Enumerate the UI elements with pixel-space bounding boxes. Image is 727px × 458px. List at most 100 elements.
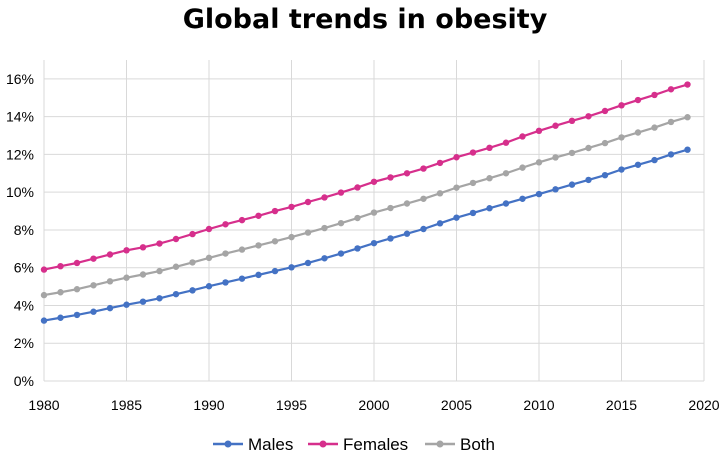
data-point-females [238,216,246,224]
data-point-females [106,251,114,258]
x-tick-label: 1985 [111,397,142,413]
grid [43,60,705,382]
data-point-females [535,127,543,135]
legend-marker-females [319,440,327,448]
data-point-females [73,259,81,267]
data-point-females [321,194,328,201]
legend-item-both: Both [425,435,495,454]
legend-label-males: Males [248,435,293,454]
x-tick-label: 2015 [606,397,637,413]
legend-item-males: Males [213,435,293,454]
data-point-males [436,220,444,227]
data-point-females [420,165,427,172]
data-point-males [684,146,691,153]
data-point-females [469,149,477,156]
data-point-both [189,259,196,266]
data-point-males [255,271,262,279]
data-point-both [634,129,642,136]
data-point-females [271,207,279,215]
y-tick-label: 10% [6,184,34,200]
data-point-males [453,214,460,221]
data-point-males [139,298,147,305]
data-point-males [403,230,411,237]
data-point-females [172,235,180,243]
data-point-females [486,144,493,152]
data-point-both [420,195,427,202]
x-tick-label: 2010 [523,397,554,413]
data-point-males [288,264,295,271]
data-point-males [73,311,81,319]
data-point-females [667,86,675,93]
data-point-both [667,118,675,126]
x-tick-label: 1990 [193,397,224,413]
data-point-males [304,259,312,267]
data-point-both [370,209,378,216]
y-tick-label: 0% [14,373,34,389]
data-point-males [40,317,48,324]
series-line-males [43,148,688,322]
y-tick-label: 12% [6,146,34,162]
data-point-females [40,266,48,273]
data-point-females [189,230,196,238]
data-point-both [684,114,691,121]
data-point-males [189,287,196,294]
data-point-males [420,225,427,233]
legend-item-females: Females [308,435,408,454]
data-point-females [90,255,97,262]
chart-title: Global trends in obesity [183,4,548,35]
data-point-both [403,200,411,207]
data-point-females [618,102,625,109]
data-point-both [238,246,246,253]
data-point-males [172,290,180,298]
data-point-females [57,262,64,270]
data-point-both [486,175,493,182]
data-point-males [601,171,609,179]
data-point-both [139,271,147,278]
data-point-both [585,144,592,152]
y-tick-label: 2% [14,335,34,351]
data-point-females [288,203,295,211]
data-point-males [205,283,213,290]
data-point-both [57,289,64,296]
data-point-females [601,107,609,115]
data-point-both [552,154,559,161]
x-tick-label: 2020 [688,397,719,413]
data-point-males [57,314,64,321]
data-point-females [403,170,411,177]
data-point-males [651,156,658,164]
data-point-females [651,91,658,99]
data-point-males [502,200,510,207]
y-tick-label: 16% [6,71,34,87]
data-point-both [337,219,345,227]
data-point-males [469,209,477,217]
series-line-both [43,116,688,297]
data-point-males [370,239,378,247]
data-point-both [156,267,163,275]
data-point-females [304,198,312,206]
y-tick-label: 8% [14,222,34,238]
data-point-both [255,242,262,249]
data-point-females [123,247,130,254]
data-point-females [568,117,576,125]
data-point-both [90,282,97,289]
data-point-males [535,190,543,198]
data-point-both [618,134,625,141]
data-point-both [354,214,361,222]
data-point-both [568,149,576,157]
y-tick-label: 4% [14,297,34,313]
data-point-males [156,295,163,302]
data-point-males [106,304,114,312]
data-point-both [123,274,130,281]
data-point-females [222,221,229,228]
data-point-both [469,179,477,187]
data-point-both [205,254,213,262]
data-point-females [684,81,691,88]
data-point-both [321,224,328,232]
data-point-both [387,204,394,212]
data-point-both [519,164,526,171]
data-point-females [634,96,642,104]
y-tick-label: 6% [14,260,34,276]
data-point-females [255,212,262,219]
x-tick-label: 1995 [276,397,307,413]
